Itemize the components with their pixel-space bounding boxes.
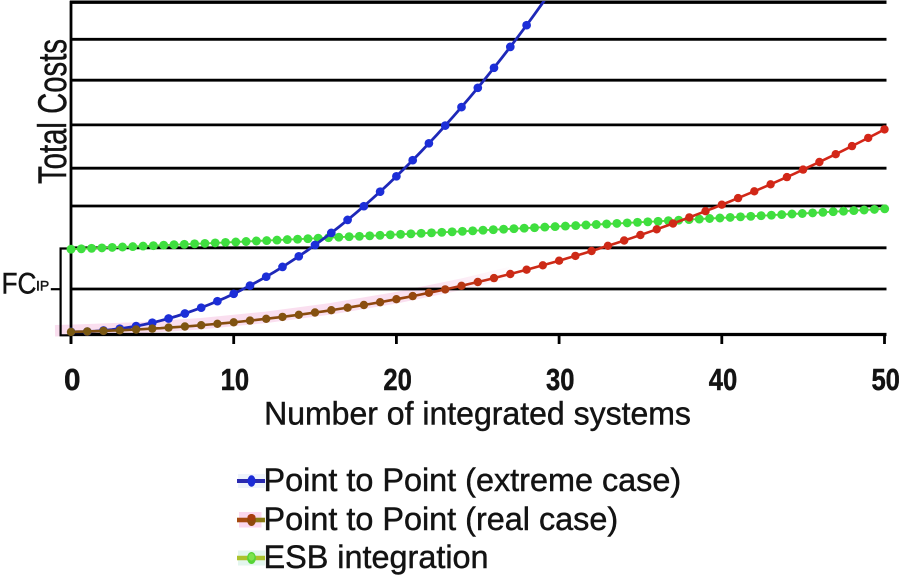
svg-text:FC: FC [2, 268, 37, 301]
svg-text:0: 0 [64, 363, 81, 397]
svg-text:IP: IP [36, 278, 49, 294]
svg-text:20: 20 [383, 363, 412, 397]
svg-text:Number of integrated systems: Number of integrated systems [264, 396, 691, 432]
svg-text:Total Costs: Total Costs [31, 39, 75, 184]
svg-text:Point to Point (extreme case): Point to Point (extreme case) [264, 462, 682, 498]
svg-text:40: 40 [709, 363, 738, 397]
svg-text:10: 10 [221, 363, 250, 397]
svg-text:30: 30 [546, 363, 575, 397]
svg-text:ESB integration: ESB integration [264, 539, 489, 575]
svg-text:50: 50 [871, 363, 900, 397]
svg-text:Point to Point (real case): Point to Point (real case) [264, 501, 619, 537]
